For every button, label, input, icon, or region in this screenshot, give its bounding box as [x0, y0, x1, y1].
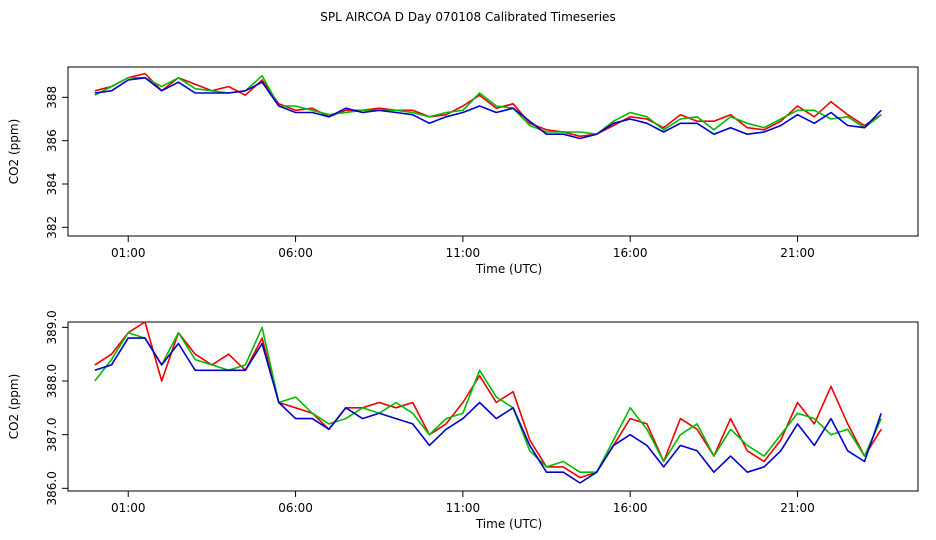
y-tick-label: 388 — [45, 86, 59, 109]
x-tick-label: 06:00 — [278, 501, 313, 515]
y-tick-label: 384 — [45, 173, 59, 196]
y-tick-label: 386.0 — [45, 471, 59, 505]
y-tick-label: 388.0 — [45, 364, 59, 398]
y-tick-label: 382 — [45, 216, 59, 239]
series-line-green — [94, 74, 882, 135]
y-axis-label: CO2 (ppm) — [7, 374, 21, 440]
y-tick-label: 389.0 — [45, 310, 59, 344]
series-line-red — [94, 72, 882, 138]
y-tick-label: 387.0 — [45, 417, 59, 451]
x-tick-label: 06:00 — [278, 246, 313, 260]
series-line-blue — [94, 77, 882, 140]
x-tick-label: 16:00 — [613, 501, 648, 515]
x-tick-label: 01:00 — [111, 501, 146, 515]
panel-bottom: 01:00 06:00 11:00 16:00 21:00 386.0 387.0 388.0… — [7, 310, 919, 531]
y-tick-label: 386 — [45, 129, 59, 152]
x-tick-label: 21:00 — [780, 501, 815, 515]
x-tick-label: 21:00 — [780, 246, 815, 260]
x-axis-label: Time (UTC) — [475, 517, 542, 531]
x-axis-label: Time (UTC) — [475, 262, 542, 276]
panel-top: 01:00 06:00 11:00 16:00 21:00 382 384 386 388 Tim… — [7, 66, 919, 276]
y-axis-label: CO2 (ppm) — [7, 119, 21, 185]
plot-frame — [67, 66, 919, 237]
plot-frame — [67, 321, 919, 492]
x-tick-label: 16:00 — [613, 246, 648, 260]
series-line-green — [94, 326, 882, 474]
x-tick-label: 11:00 — [446, 501, 481, 515]
x-tick-label: 11:00 — [446, 246, 481, 260]
series-line-red — [94, 321, 882, 479]
x-tick-label: 01:00 — [111, 246, 146, 260]
figure-title: SPL AIRCOA D Day 070108 Calibrated Times… — [320, 10, 615, 24]
series-line-blue — [94, 337, 882, 484]
